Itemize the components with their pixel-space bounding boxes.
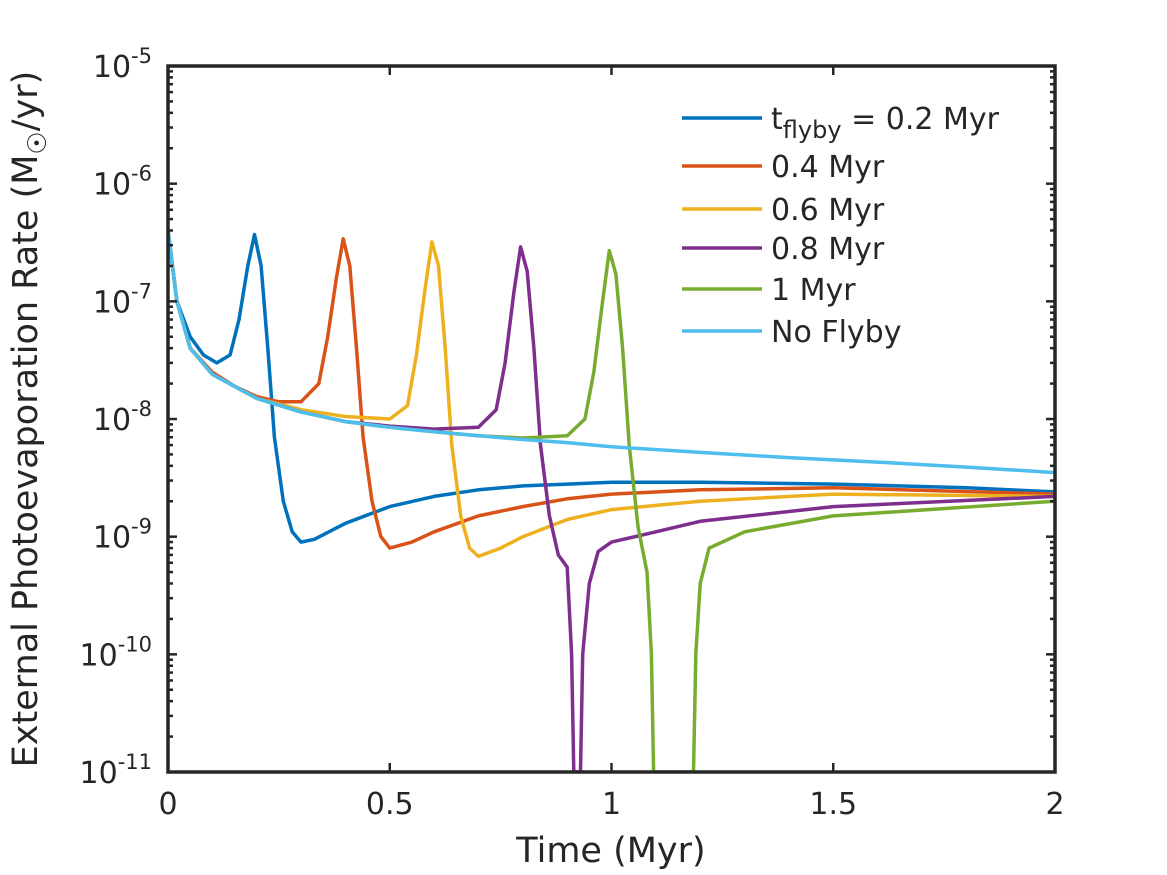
legend-label-4: 1 Myr [771, 273, 856, 308]
legend-label-5: No Flyby [771, 315, 901, 350]
y-tick-label-0: 10-5 [93, 44, 152, 85]
series-line-5 [168, 228, 1055, 475]
y-tick-label-4: 10-9 [93, 515, 152, 556]
y-axis-title: External Photoevaporation Rate (M☉/yr) [6, 71, 53, 768]
y-tick-labels: 10-5 10-6 10-7 10-8 10-9 10-10 10-11 [80, 44, 153, 791]
x-tick-label-4: 2 [1045, 787, 1064, 822]
legend-label-3: 0.8 Myr [771, 232, 885, 267]
legend: tflyby = 0.2 Myr 0.4 Myr 0.6 Myr 0.8 Myr 1 M… [682, 102, 1000, 350]
x-tick-label-3: 1.5 [809, 787, 857, 822]
x-tick-label-1: 0.5 [366, 787, 414, 822]
x-tick-labels: 0 0.5 1 1.5 2 [158, 787, 1064, 822]
y-tick-label-1: 10-6 [93, 162, 152, 203]
legend-label-2: 0.6 Myr [771, 193, 885, 228]
series-line-0 [168, 228, 1055, 544]
series-layer [168, 228, 1055, 772]
plot-frame [166, 64, 1057, 774]
y-tick-label-6: 10-11 [80, 750, 153, 791]
y-tick-label-5: 10-10 [80, 632, 153, 673]
legend-label-0: tflyby = 0.2 Myr [771, 102, 1000, 144]
x-axis-title: Time (Myr) [515, 831, 705, 871]
y-tick-label-3: 10-8 [93, 397, 152, 438]
y-tick-label-2: 10-7 [93, 279, 152, 320]
x-tick-label-0: 0 [158, 787, 177, 822]
x-tick-label-2: 1 [602, 787, 621, 822]
legend-label-1: 0.4 Myr [771, 150, 885, 185]
plot-area [168, 66, 1055, 772]
